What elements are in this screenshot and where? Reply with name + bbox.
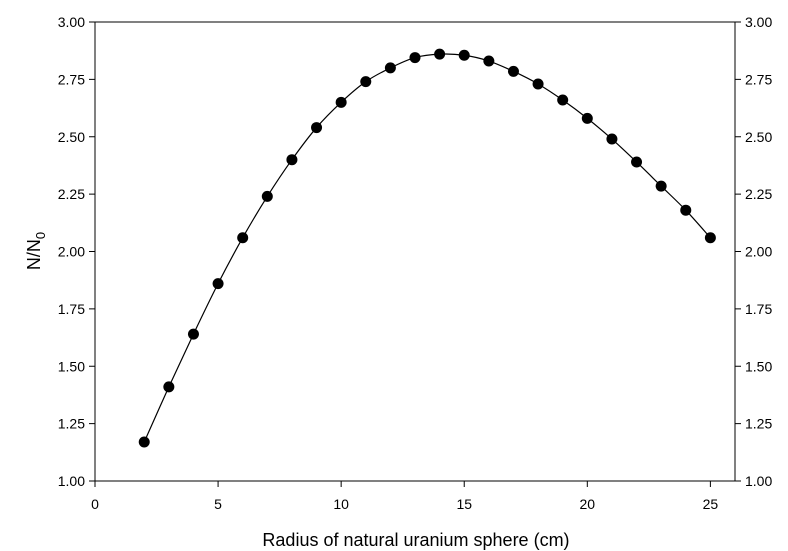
right-y-tick-label: 2.00 bbox=[745, 244, 772, 260]
right-y-tick-label: 2.50 bbox=[745, 129, 772, 145]
right-y-tick-label: 1.50 bbox=[745, 358, 772, 374]
series-line bbox=[143, 53, 711, 443]
left-y-tick-label: 2.00 bbox=[58, 244, 85, 260]
right-y-tick-label: 1.75 bbox=[745, 301, 772, 317]
data-point bbox=[237, 232, 249, 244]
data-point bbox=[458, 49, 470, 61]
y-axis-title: N/N0 bbox=[24, 232, 48, 270]
data-point bbox=[212, 278, 224, 290]
right-y-tick-label: 2.75 bbox=[745, 71, 772, 87]
data-point bbox=[483, 55, 495, 67]
data-point bbox=[409, 52, 421, 64]
data-point bbox=[507, 65, 519, 77]
right-y-tick-label: 3.00 bbox=[745, 14, 772, 30]
right-y-tick-label: 1.00 bbox=[745, 473, 772, 489]
data-point bbox=[434, 48, 446, 60]
right-y-axis: 1.00 1.25 1.50 1.75 2.00 2.25 2.50 2.75 3.00 bbox=[735, 14, 772, 489]
y-axis-title-main: N/N bbox=[24, 239, 44, 270]
left-y-tick-label: 3.00 bbox=[58, 14, 85, 30]
left-y-tick-label: 2.75 bbox=[58, 71, 85, 87]
data-point bbox=[311, 122, 323, 134]
data-point bbox=[163, 381, 175, 393]
data-point bbox=[532, 78, 544, 90]
left-y-axis: 1.00 1.25 1.50 1.75 2.00 2.25 2.50 2.75 3.00 bbox=[58, 14, 95, 489]
x-tick-label: 10 bbox=[333, 496, 349, 512]
data-point bbox=[384, 62, 396, 74]
data-point bbox=[138, 436, 150, 448]
left-y-tick-label: 1.50 bbox=[58, 358, 85, 374]
left-y-tick-label: 1.00 bbox=[58, 473, 85, 489]
left-y-tick-label: 2.50 bbox=[58, 129, 85, 145]
right-y-tick-label: 1.25 bbox=[745, 416, 772, 432]
data-point bbox=[581, 112, 593, 124]
x-axis: 0 5 10 15 20 25 bbox=[91, 481, 718, 512]
data-point bbox=[557, 94, 569, 106]
data-point bbox=[606, 133, 618, 145]
left-y-tick-label: 2.25 bbox=[58, 186, 85, 202]
x-tick-label: 15 bbox=[456, 496, 472, 512]
plot-frame bbox=[94, 21, 736, 482]
x-tick-label: 0 bbox=[91, 496, 99, 512]
left-y-tick-label: 1.75 bbox=[58, 301, 85, 317]
data-point bbox=[680, 204, 692, 216]
x-tick-label: 25 bbox=[703, 496, 719, 512]
data-point bbox=[187, 328, 199, 340]
x-axis-title: Radius of natural uranium sphere (cm) bbox=[262, 530, 569, 550]
data-point bbox=[261, 190, 273, 202]
data-point bbox=[704, 232, 716, 244]
x-tick-label: 5 bbox=[214, 496, 222, 512]
data-points bbox=[138, 48, 716, 448]
data-point bbox=[286, 154, 298, 166]
data-point bbox=[631, 156, 643, 168]
data-point bbox=[360, 76, 372, 88]
right-y-tick-label: 2.25 bbox=[745, 186, 772, 202]
plot-border bbox=[94, 21, 736, 482]
left-y-tick-label: 1.25 bbox=[58, 416, 85, 432]
data-point bbox=[335, 96, 347, 108]
x-tick-label: 20 bbox=[580, 496, 596, 512]
data-point bbox=[655, 180, 667, 192]
y-axis-title-subscript: 0 bbox=[33, 232, 48, 239]
